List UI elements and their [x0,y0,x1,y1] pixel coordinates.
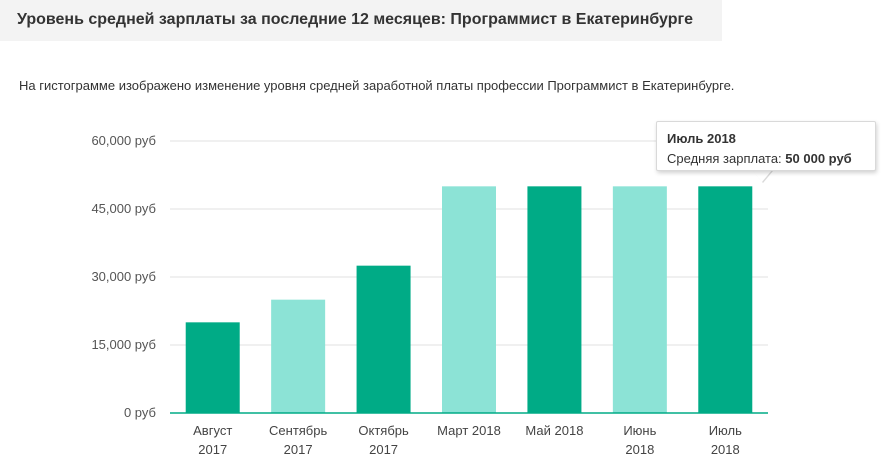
page-header: Уровень средней зарплаты за последние 12… [0,0,722,41]
tooltip-title: Июль 2018 [667,131,736,146]
y-tick-label: 0 руб [124,405,156,420]
tooltip-arrow [752,170,772,182]
x-tick-label: Март 2018 [437,423,501,438]
x-tick-label: Июль 2018 [709,423,742,457]
bar [271,299,326,413]
tooltip-label: Средняя зарплата: [667,151,782,166]
bar [442,186,496,413]
chart-description: На гистограмме изображено изменение уров… [19,78,735,93]
y-tick-label: 60,000 руб [91,133,156,148]
bar [527,186,582,413]
bar [356,265,411,413]
page-title: Уровень средней зарплаты за последние 12… [17,11,694,28]
x-tick-label: Июнь 2018 [623,423,656,457]
tooltip-body: Средняя зарплата: 50 000 руб [667,149,865,169]
bar [612,186,667,413]
bar [698,186,753,413]
bar [185,322,240,413]
x-tick-label: Август 2017 [193,423,232,457]
bar-tooltip: Июль 2018 Средняя зарплата: 50 000 руб [656,121,876,171]
tooltip-value: 50 000 руб [785,151,852,166]
x-tick-label: Май 2018 [525,423,583,438]
y-tick-label: 45,000 руб [91,201,156,216]
y-tick-label: 15,000 руб [91,337,156,352]
x-tick-label: Октябрь 2017 [358,423,409,457]
y-tick-label: 30,000 руб [91,269,156,284]
x-tick-label: Сентябрь 2017 [269,423,327,457]
